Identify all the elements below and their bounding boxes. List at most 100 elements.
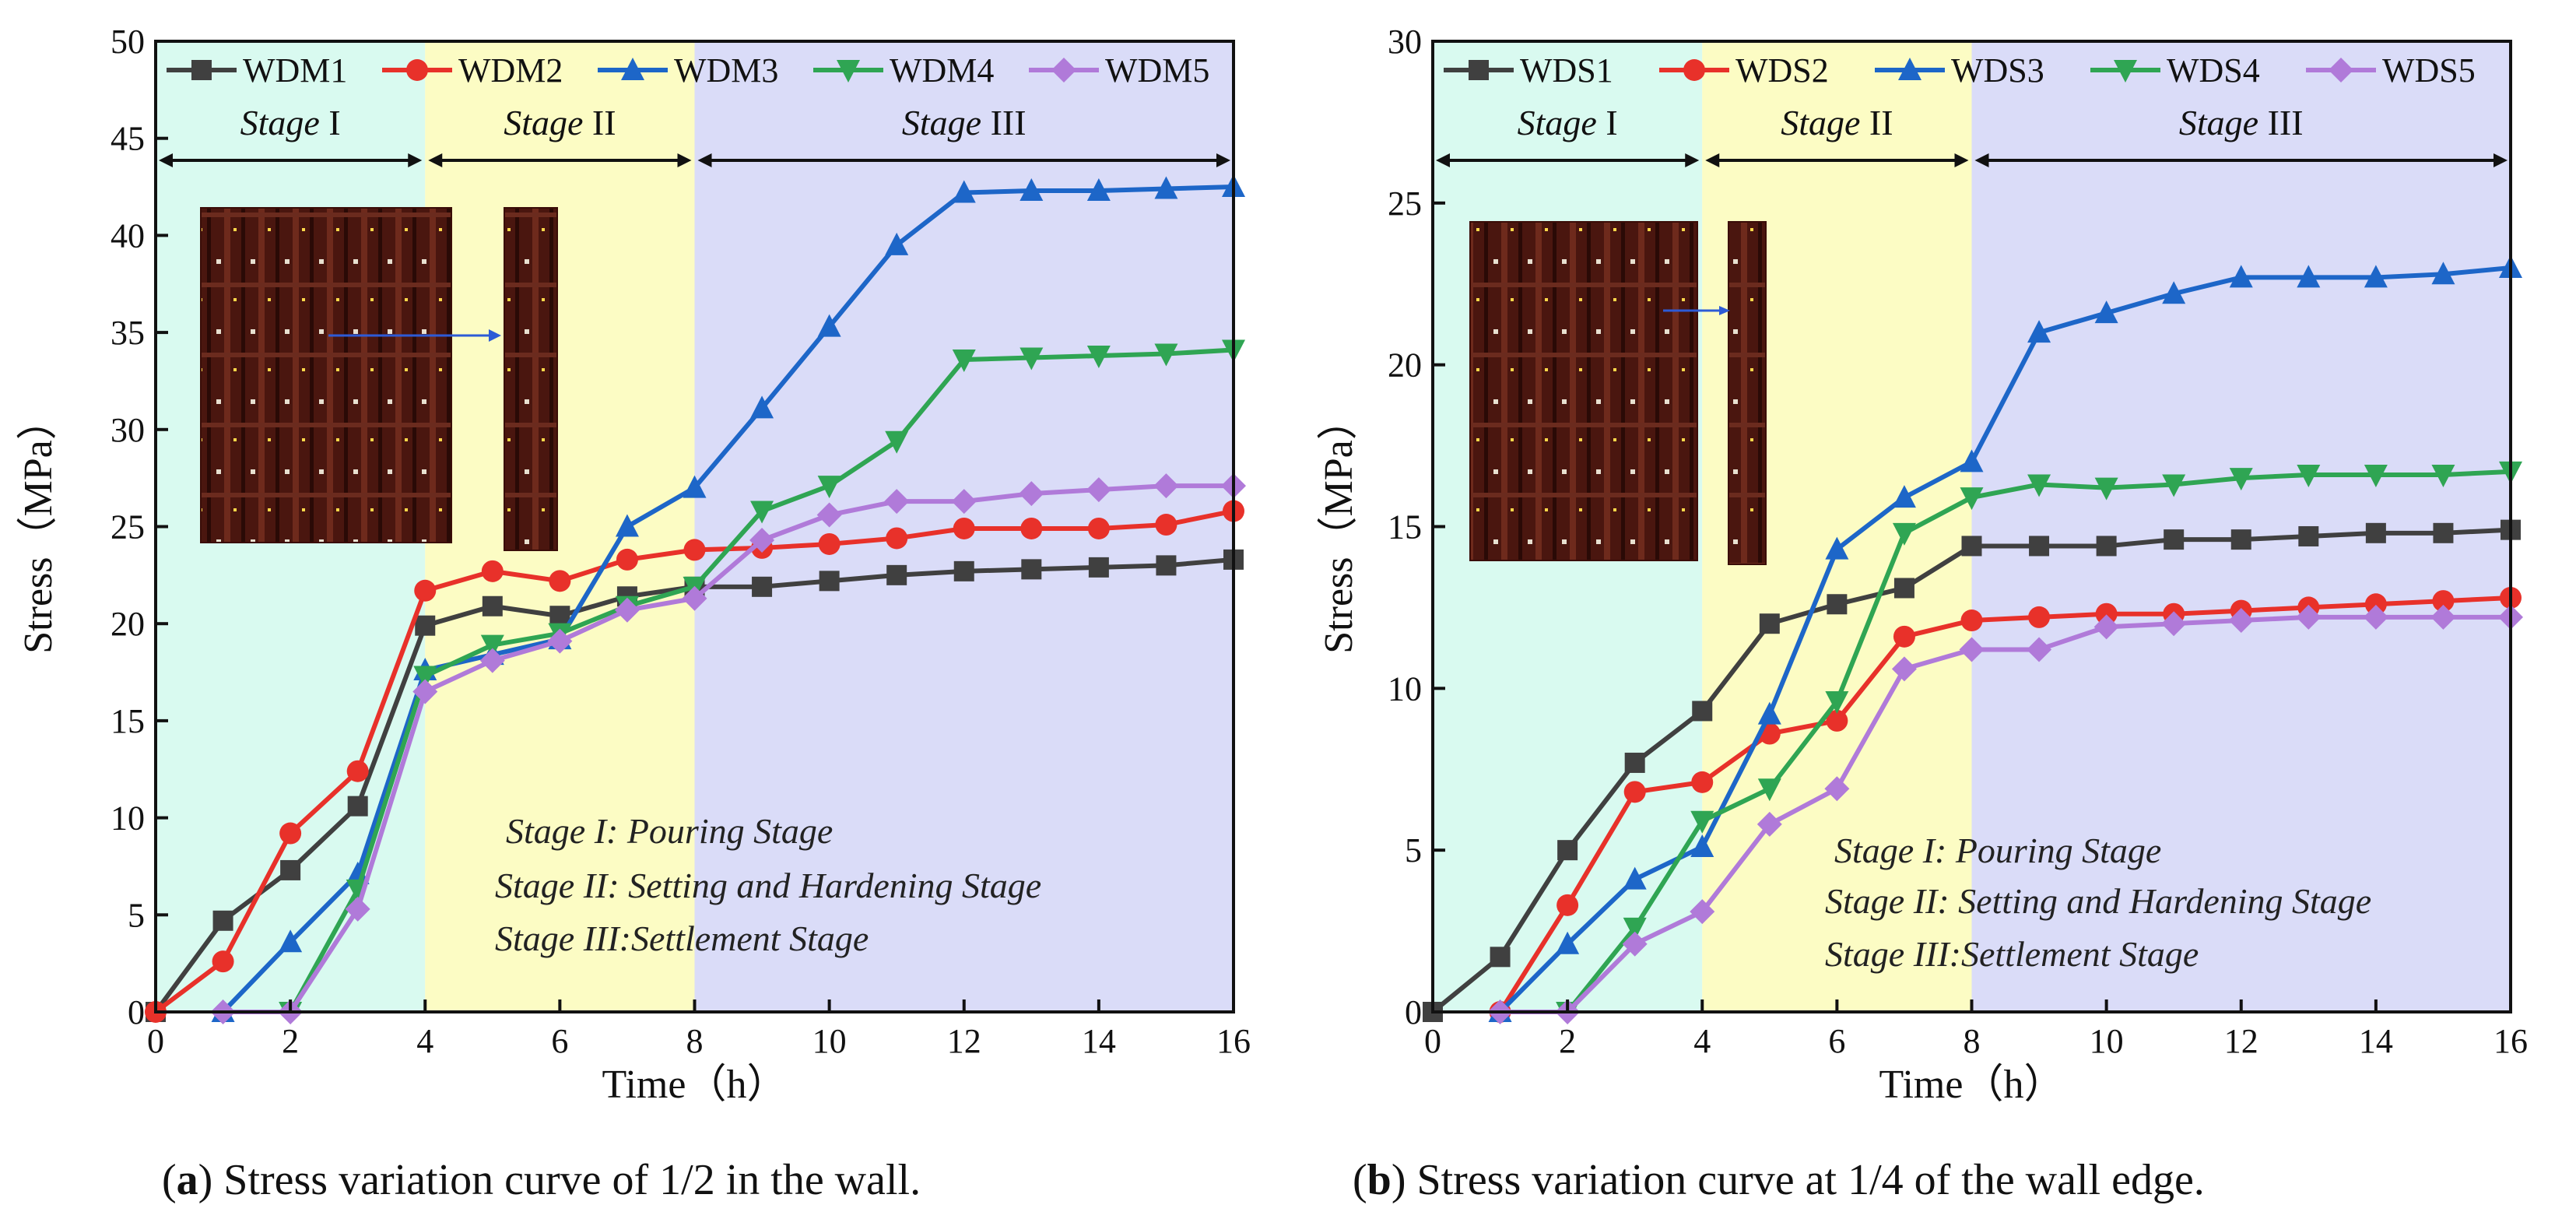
legend-marker-WDS2 bbox=[1683, 59, 1705, 81]
caption-a-open: ( bbox=[162, 1156, 177, 1204]
point-WDM1-10 bbox=[819, 571, 840, 592]
legend-label-WDS2: WDS2 bbox=[1735, 51, 1829, 90]
caption-b-text: ) Stress variation curve at 1/4 of the w… bbox=[1392, 1156, 2205, 1204]
point-WDM1-1 bbox=[212, 910, 233, 931]
point-WDS1-6 bbox=[1827, 594, 1848, 615]
x-tick-label-0: 0 bbox=[147, 1022, 164, 1060]
point-WDS5-8 bbox=[1959, 637, 1985, 662]
y-axis-label: Stress（MPa） bbox=[1317, 399, 1361, 653]
photo-main bbox=[1469, 221, 1698, 561]
point-WDS1-12 bbox=[2230, 529, 2251, 550]
point-WDM5-10 bbox=[816, 502, 842, 528]
point-WDM4-11 bbox=[885, 430, 909, 454]
point-WDM1-14 bbox=[1088, 557, 1109, 578]
y-tick-label-0: 0 bbox=[128, 993, 145, 1031]
point-WDS2-10 bbox=[2095, 602, 2118, 625]
point-WDM2-2 bbox=[279, 822, 302, 845]
point-WDS3-8 bbox=[1960, 449, 1984, 472]
legend-item-WDM5: WDM5 bbox=[1029, 51, 1209, 90]
point-WDS5-11 bbox=[2161, 611, 2187, 637]
series-line-WDS2 bbox=[1498, 595, 2511, 1013]
series-WDS4 bbox=[1556, 461, 2522, 1024]
stage-note-1: Stage I: Pouring Stage bbox=[506, 811, 833, 851]
point-WDM2-6 bbox=[549, 570, 571, 592]
stage-note-3: Stage III:Settlement Stage bbox=[495, 919, 869, 958]
point-WDS1-1 bbox=[1490, 947, 1511, 968]
caption-b-open: ( bbox=[1353, 1156, 1367, 1204]
point-WDM3-7 bbox=[615, 514, 639, 537]
stage-notes: Stage I: Pouring Stage Stage II: Setting… bbox=[1825, 831, 2371, 974]
point-WDM5-5 bbox=[479, 648, 505, 673]
series-layer bbox=[145, 174, 1246, 1024]
x-tick-label-2: 2 bbox=[1559, 1022, 1576, 1060]
point-WDS2-7 bbox=[1893, 625, 1915, 648]
point-WDS4-15 bbox=[2431, 464, 2455, 487]
legend-item-WDM1: WDM1 bbox=[167, 51, 347, 90]
x-tick-label-16: 16 bbox=[2494, 1022, 2528, 1060]
stage-label-1: Stage I bbox=[1518, 103, 1618, 142]
legend-item-WDS1: WDS1 bbox=[1444, 51, 1613, 90]
legend-marker-WDM1 bbox=[191, 60, 212, 80]
point-WDS2-4 bbox=[1691, 771, 1714, 793]
point-WDM5-14 bbox=[1086, 477, 1111, 503]
x-tick-label-6: 6 bbox=[551, 1022, 568, 1060]
point-WDS4-12 bbox=[2229, 468, 2253, 491]
point-WDS1-8 bbox=[1961, 536, 1982, 557]
point-WDM1-13 bbox=[1021, 559, 1042, 580]
stage-arrowhead-right-2 bbox=[1954, 153, 1969, 167]
point-WDM3-11 bbox=[885, 232, 909, 255]
point-WDS5-4 bbox=[1690, 899, 1715, 925]
point-WDM2-8 bbox=[683, 539, 706, 561]
point-WDS1-11 bbox=[2164, 529, 2185, 550]
series-line-WDM3 bbox=[221, 184, 1234, 1014]
x-tick-label-12: 12 bbox=[2224, 1022, 2258, 1060]
point-WDM1-15 bbox=[1156, 555, 1177, 576]
stage-note-1: Stage I: Pouring Stage bbox=[1834, 831, 2161, 870]
point-WDS2-6 bbox=[1826, 709, 1848, 732]
point-WDS5-7 bbox=[1891, 656, 1917, 682]
photo-arrowhead bbox=[489, 329, 501, 342]
legend-marker-WDM2 bbox=[406, 59, 428, 81]
point-WDS3-15 bbox=[2431, 262, 2455, 285]
point-WDS5-15 bbox=[2430, 604, 2456, 630]
point-WDM5-4 bbox=[412, 679, 438, 704]
point-WDS3-13 bbox=[2297, 265, 2321, 288]
point-WDM4-4 bbox=[413, 666, 437, 689]
point-WDM1-12 bbox=[953, 560, 974, 581]
stage-arrowhead-right-3 bbox=[1216, 153, 1230, 167]
y-tick-label-20: 20 bbox=[1388, 346, 1422, 385]
sensor-photo bbox=[200, 207, 558, 551]
legend-marker-WDS1 bbox=[1469, 60, 1489, 80]
stage-band-2 bbox=[425, 41, 695, 1012]
sensor-photo bbox=[1469, 221, 1767, 565]
y-tick-label-30: 30 bbox=[1388, 23, 1422, 61]
legend-label-WDS3: WDS3 bbox=[1951, 51, 2044, 90]
x-tick-label-12: 12 bbox=[947, 1022, 981, 1060]
caption-b: (b) Stress variation curve at 1/4 of the… bbox=[1353, 1156, 2205, 1204]
photo-main bbox=[200, 207, 452, 543]
y-tick-label-40: 40 bbox=[111, 216, 145, 255]
point-WDS5-14 bbox=[2363, 604, 2388, 630]
stage-label-roman: I bbox=[1606, 103, 1617, 142]
point-WDS4-3 bbox=[1623, 917, 1647, 940]
point-WDM5-3 bbox=[345, 896, 370, 922]
stage-note-3: Stage III:Settlement Stage bbox=[1825, 934, 2199, 974]
stage-label-roman: II bbox=[592, 103, 616, 142]
point-WDM3-9 bbox=[750, 395, 774, 419]
point-WDS5-3 bbox=[1622, 931, 1648, 957]
x-tick-label-4: 4 bbox=[416, 1022, 433, 1060]
point-WDM2-15 bbox=[1155, 514, 1177, 536]
chart-panel-b: Stage I Stage II Stage III Stage I: Pourin… bbox=[1317, 23, 2528, 1107]
point-WDS4-5 bbox=[1757, 778, 1781, 802]
point-WDM4-14 bbox=[1086, 346, 1111, 369]
point-WDS3-9 bbox=[2027, 320, 2051, 343]
stage-label-1: Stage I bbox=[240, 103, 341, 142]
y-tick-label-20: 20 bbox=[111, 605, 145, 643]
stage-arrows: Stage I Stage II Stage III bbox=[1436, 103, 2508, 167]
series-WDS5 bbox=[1487, 604, 2523, 1024]
point-WDM5-11 bbox=[884, 489, 910, 515]
y-axis-label: Stress（MPa） bbox=[16, 399, 61, 653]
point-WDM4-15 bbox=[1154, 343, 1178, 367]
point-WDS1-5 bbox=[1759, 613, 1780, 634]
stage-label-2: Stage II bbox=[504, 103, 616, 142]
